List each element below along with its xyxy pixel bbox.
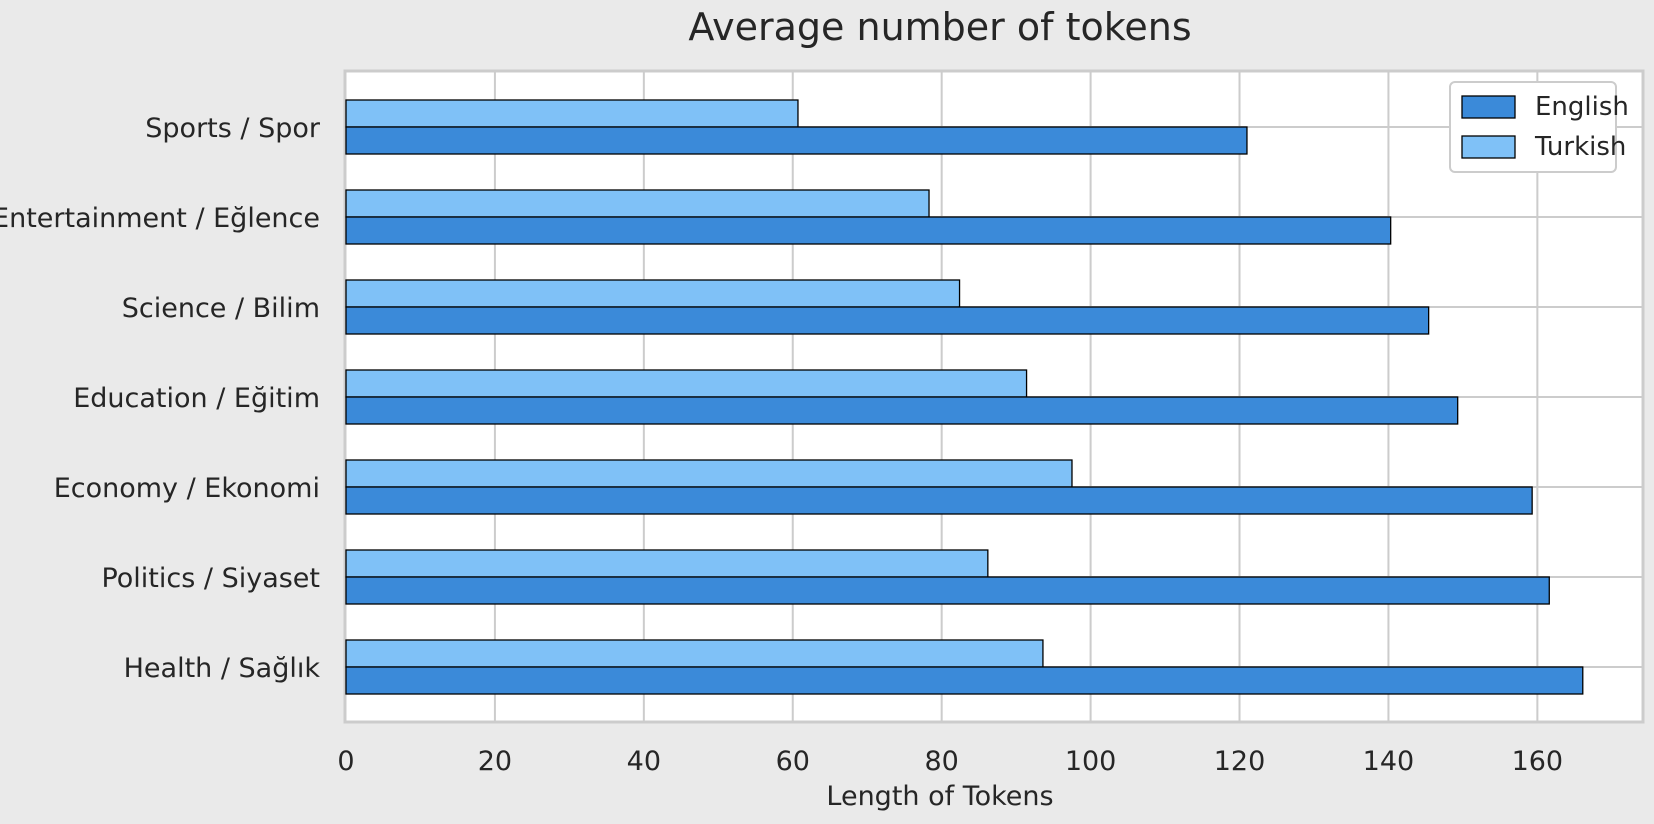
- legend-swatch: [1461, 95, 1516, 119]
- legend: English Turkish: [1449, 81, 1629, 173]
- y-tick-label: Health / Sağlık: [124, 653, 321, 684]
- y-tick-label: Sports / Spor: [145, 113, 321, 144]
- legend-label: Turkish: [1534, 132, 1626, 162]
- bar-turkish[interactable]: [345, 279, 961, 308]
- y-tick-label: Economy / Ekonomi: [54, 473, 320, 504]
- bar-english[interactable]: [345, 666, 1584, 695]
- x-tick-label: 40: [627, 746, 661, 777]
- x-tick-label: 60: [776, 746, 810, 777]
- bar-turkish[interactable]: [345, 549, 989, 578]
- x-axis-label: Length of Tokens: [826, 781, 1053, 812]
- bar-english[interactable]: [345, 126, 1248, 155]
- bar-english[interactable]: [345, 216, 1392, 245]
- x-tick-label: 20: [478, 746, 512, 777]
- chart-title: Average number of tokens: [688, 5, 1191, 49]
- bar-turkish[interactable]: [345, 189, 930, 218]
- bar-turkish[interactable]: [345, 459, 1073, 488]
- y-tick-label: Education / Eğitim: [73, 383, 320, 414]
- bar-english[interactable]: [345, 396, 1459, 425]
- y-tick-label: Science / Bilim: [122, 293, 320, 324]
- legend-label: English: [1535, 92, 1629, 122]
- plot-area: Sports / Spor Entertainment / Eğlence Scie…: [0, 69, 1645, 777]
- y-tick-label: Politics / Siyaset: [101, 563, 320, 594]
- x-tick-label: 160: [1512, 746, 1564, 777]
- y-tick-label: Entertainment / Eğlence: [0, 203, 320, 234]
- bar-turkish[interactable]: [345, 639, 1044, 668]
- bar-turkish[interactable]: [345, 99, 799, 128]
- legend-swatch: [1461, 135, 1516, 159]
- bar-english[interactable]: [345, 306, 1430, 335]
- x-tick-label: 100: [1065, 746, 1117, 777]
- x-tick-label: 80: [925, 746, 959, 777]
- bar-english[interactable]: [345, 576, 1550, 605]
- x-tick-label: 120: [1214, 746, 1266, 777]
- x-tick-label: 0: [337, 746, 354, 777]
- x-tick-label: 140: [1363, 746, 1415, 777]
- bar-turkish[interactable]: [345, 369, 1028, 398]
- bar-english[interactable]: [345, 486, 1533, 515]
